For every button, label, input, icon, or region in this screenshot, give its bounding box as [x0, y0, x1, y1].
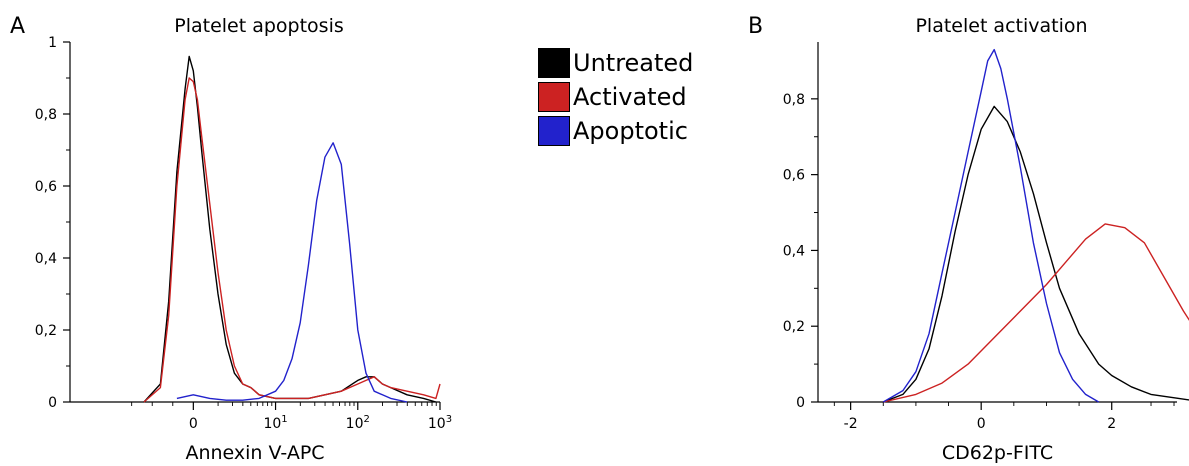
legend-swatch-untreated [538, 48, 570, 78]
x-tick-label-activation: 2 [1107, 416, 1116, 432]
x-axis-label-apoptosis: Annexin V-APC [185, 442, 324, 464]
x-tick-label-apoptosis: 0 [189, 416, 198, 432]
legend-swatch-activated [538, 82, 570, 112]
legend-label-activated: Activated [573, 83, 687, 111]
x-tick-label-activation: 0 [977, 416, 986, 432]
series-line-untreated-activation [883, 105, 1189, 403]
y-tick-label-activation: 0 [796, 395, 805, 411]
series-line-activated-apoptosis [143, 77, 441, 403]
legend-swatch-apoptotic [538, 116, 570, 146]
legend-item-activated: Activated [538, 80, 693, 114]
x-tick-label-apoptosis: 101 [263, 414, 287, 432]
y-tick-label-apoptosis: 0,8 [35, 107, 57, 123]
series-line-apoptotic-apoptosis [176, 142, 408, 403]
x-tick-label-apoptosis: 103 [428, 414, 452, 432]
y-tick-label-apoptosis: 0,2 [35, 323, 57, 339]
chart-title-apoptosis: Platelet apoptosis [174, 15, 344, 37]
legend-item-untreated: Untreated [538, 46, 693, 80]
chart-title-activation: Platelet activation [915, 15, 1087, 37]
x-axis-label-activation: CD62p-FITC [942, 442, 1053, 464]
legend: Untreated Activated Apoptotic [538, 46, 693, 148]
y-tick-label-activation: 0,4 [783, 243, 805, 259]
legend-label-apoptotic: Apoptotic [573, 117, 688, 145]
y-tick-label-apoptosis: 0,4 [35, 251, 57, 267]
y-tick-label-apoptosis: 0 [48, 395, 57, 411]
x-tick-label-apoptosis: 102 [346, 414, 370, 432]
series-line-untreated-apoptosis [143, 55, 437, 403]
panel-letter-b: B [748, 14, 764, 39]
chart-activation: Platelet activation00,20,40,60,8-2021011… [783, 15, 1189, 464]
series-line-activated-activation [883, 223, 1189, 403]
y-tick-label-activation: 0,6 [783, 168, 805, 184]
legend-label-untreated: Untreated [573, 49, 694, 77]
y-tick-label-apoptosis: 0,6 [35, 179, 57, 195]
panel-letter-a: A [10, 14, 26, 39]
series-line-apoptotic-activation [882, 48, 1100, 403]
y-tick-label-activation: 0,2 [783, 319, 805, 335]
y-tick-label-activation: 0,8 [783, 92, 805, 108]
y-tick-label-apoptosis: 1 [48, 35, 57, 51]
x-tick-label-activation: -2 [844, 416, 858, 432]
legend-item-apoptotic: Apoptotic [538, 114, 693, 148]
